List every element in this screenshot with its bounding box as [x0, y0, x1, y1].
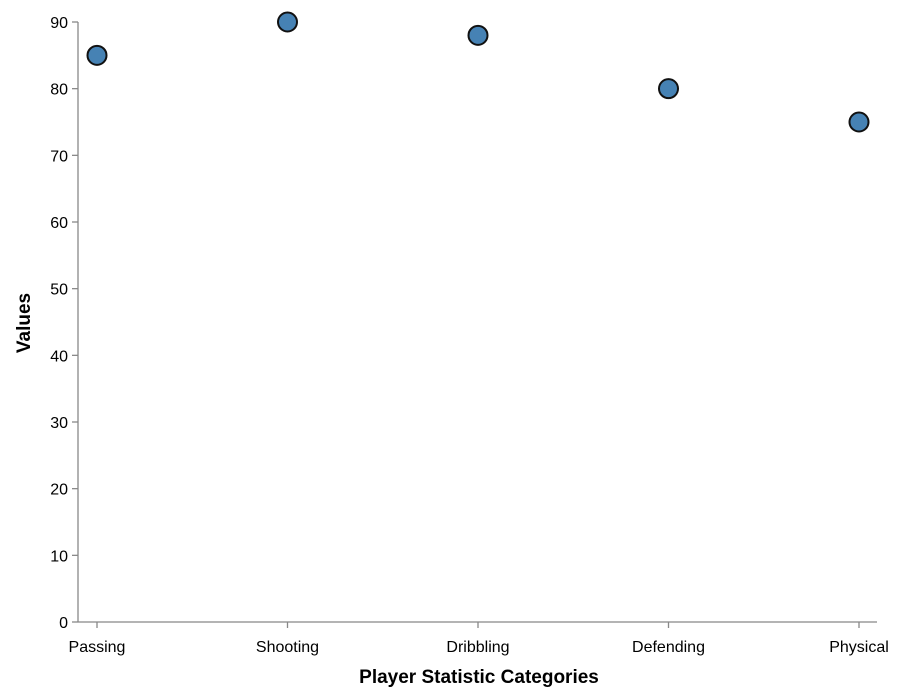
y-axis: 0 10 20 30 40 50 60 70 80 90	[50, 15, 79, 632]
x-tick-label: Physical	[829, 639, 889, 656]
y-tick-label: 40	[50, 348, 68, 365]
x-axis: Passing Shooting Dribbling Defending Physica…	[69, 621, 889, 656]
y-tick-label: 60	[50, 215, 68, 232]
data-point-physical[interactable]	[848, 111, 870, 133]
x-tick-label: Passing	[69, 639, 126, 656]
y-tick-label: 90	[50, 15, 68, 32]
data-point-passing[interactable]	[86, 44, 108, 66]
y-tick-label: 80	[50, 82, 68, 99]
y-tick-label: 30	[50, 415, 68, 432]
x-axis-title: Player Statistic Categories	[359, 667, 599, 688]
data-points	[86, 11, 870, 133]
y-tick-label: 50	[50, 282, 68, 299]
data-point-dribbling[interactable]	[467, 24, 489, 46]
y-tick-label: 0	[59, 615, 68, 632]
x-tick-label: Dribbling	[446, 639, 509, 656]
x-tick-label: Defending	[632, 639, 705, 656]
x-tick-label: Shooting	[256, 639, 319, 656]
data-point-defending[interactable]	[658, 78, 679, 100]
y-tick-label: 10	[50, 548, 68, 565]
data-point-shooting[interactable]	[277, 11, 298, 33]
y-tick-label: 20	[50, 482, 68, 499]
y-axis-title: Values	[14, 293, 35, 353]
y-tick-label: 70	[50, 148, 68, 165]
